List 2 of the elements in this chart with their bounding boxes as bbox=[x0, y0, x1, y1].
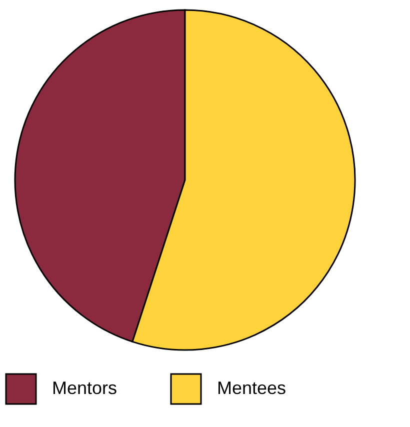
legend-label: Mentees bbox=[217, 378, 286, 398]
legend-label: Mentors bbox=[52, 378, 118, 398]
